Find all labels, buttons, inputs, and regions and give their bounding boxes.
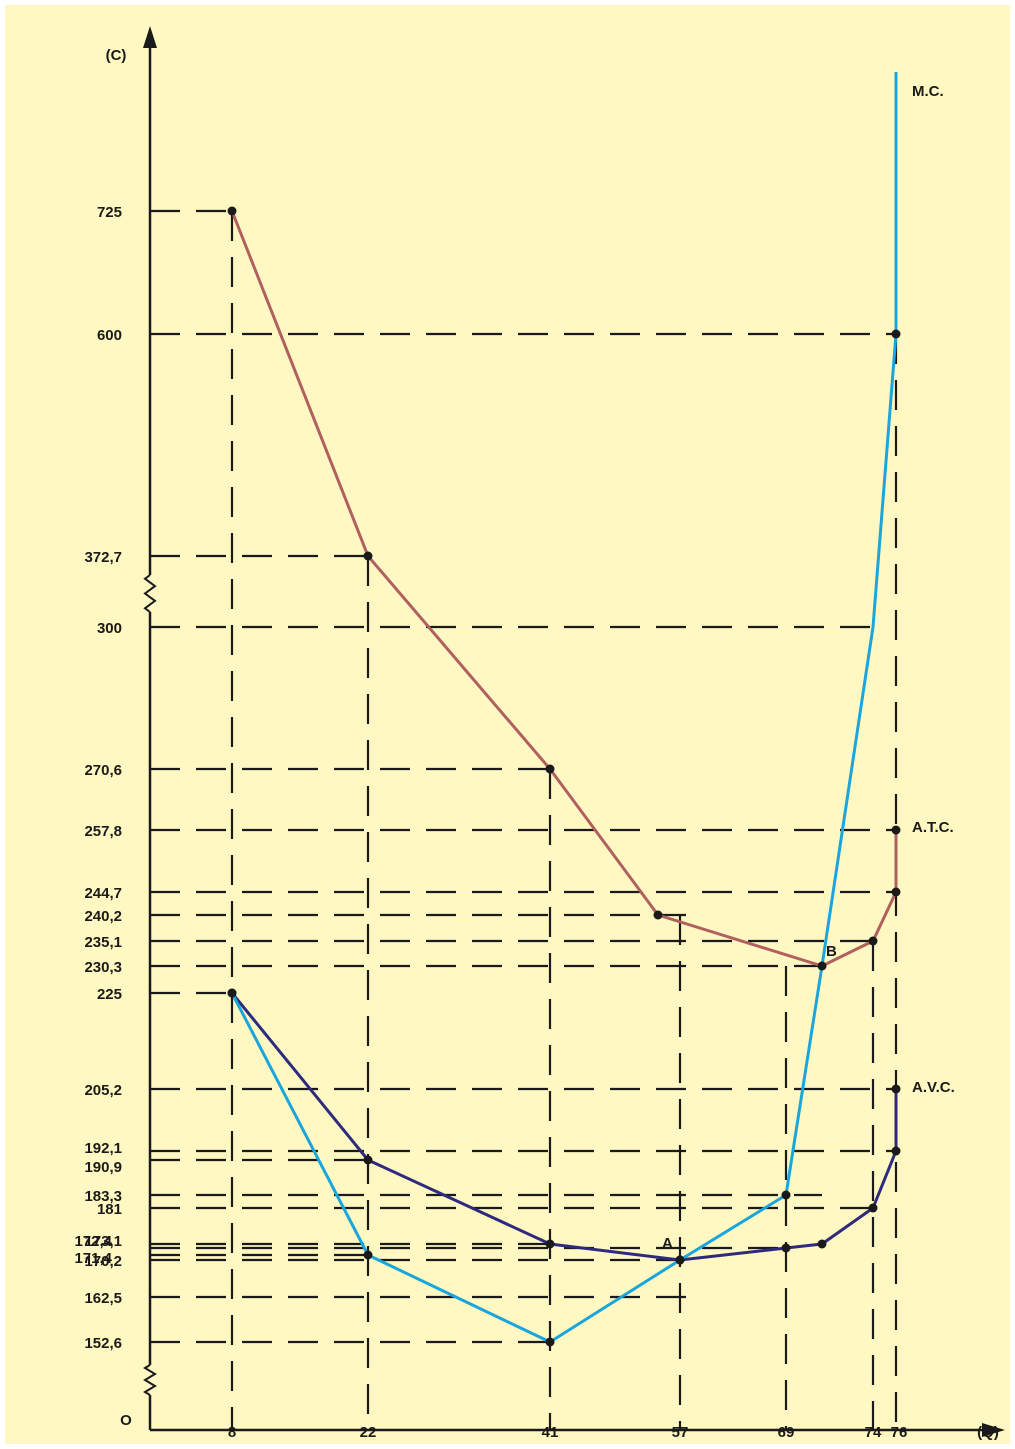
x-tick-label: 69 xyxy=(778,1424,795,1441)
y-tick-label: 225 xyxy=(97,986,122,1003)
data-point xyxy=(227,206,237,216)
y-tick-label: 300 xyxy=(97,620,122,637)
axis-break-mask xyxy=(147,575,153,612)
series-layer xyxy=(227,72,901,1347)
data-point xyxy=(363,551,373,561)
data-point xyxy=(817,1239,827,1249)
y-axis-arrow xyxy=(143,26,157,48)
x-tick-label: 8 xyxy=(228,1424,236,1441)
y-tick-label: 172,4 xyxy=(74,1233,112,1250)
data-point xyxy=(891,329,901,339)
y-tick-label: 205,2 xyxy=(84,1082,122,1099)
axis-break-mask xyxy=(147,1365,153,1395)
y-tick-label: 270,6 xyxy=(84,762,122,779)
data-point xyxy=(891,887,901,897)
data-point xyxy=(781,1243,791,1253)
origin-label: O xyxy=(120,1412,132,1429)
y-tick-label: 183,3 xyxy=(84,1188,122,1205)
x-tick-label: 57 xyxy=(672,1424,689,1441)
axis-break xyxy=(143,1364,157,1396)
series-label: M.C. xyxy=(912,83,944,100)
point-annotation: A xyxy=(662,1235,673,1252)
y-tick-label: 240,2 xyxy=(84,908,122,925)
y-tick-label: 173,1 xyxy=(84,1233,122,1250)
data-point xyxy=(545,1337,555,1347)
y-axis-label: (C) xyxy=(106,47,127,64)
axis-break xyxy=(143,574,157,613)
y-tick-label: 257,8 xyxy=(84,823,122,840)
y-tick-label: 244,7 xyxy=(84,885,122,902)
data-point xyxy=(545,1239,555,1249)
data-point xyxy=(817,961,827,971)
y-tick-label: 600 xyxy=(97,327,122,344)
y-tick-label: 152,6 xyxy=(84,1335,122,1352)
data-point xyxy=(868,936,878,946)
labels-layer: 725 600 372,7 300 270,6 257,8 244,7 240,2 235,1 2… xyxy=(74,47,998,1441)
y-tick-label: 235,1 xyxy=(84,934,122,951)
data-point xyxy=(363,1250,373,1260)
y-tick-label: 181 xyxy=(97,1201,122,1218)
point-annotation: B xyxy=(826,943,837,960)
x-axis-arrow xyxy=(982,1423,1005,1437)
axes xyxy=(143,26,1005,1437)
x-tick-label: 41 xyxy=(542,1424,559,1441)
data-point xyxy=(891,1084,901,1094)
x-axis-label: (Q) xyxy=(977,1424,999,1441)
y-tick-label: 170,2 xyxy=(84,1253,122,1270)
y-tick-label: 725 xyxy=(97,204,122,221)
y-tick-label: 192,1 xyxy=(84,1140,122,1157)
series-label: A.V.C. xyxy=(912,1079,955,1096)
data-point xyxy=(891,825,901,835)
data-point xyxy=(653,910,663,920)
series-label: A.T.C. xyxy=(912,819,954,836)
y-tick-label: 230,3 xyxy=(84,959,122,976)
x-tick-label: 22 xyxy=(360,1424,377,1441)
guide-lines xyxy=(150,209,898,1430)
x-tick-label: 74 xyxy=(865,1424,882,1441)
series-line xyxy=(230,210,898,968)
y-tick-label: 162,5 xyxy=(84,1290,122,1307)
data-point xyxy=(868,1203,878,1213)
y-tick-label: 190,9 xyxy=(84,1159,122,1176)
y-tick-label: 171,4 xyxy=(74,1250,112,1267)
data-point xyxy=(363,1155,373,1165)
data-point xyxy=(891,1146,901,1156)
y-tick-label: 372,7 xyxy=(84,549,122,566)
x-tick-label: 76 xyxy=(891,1424,908,1441)
data-point xyxy=(227,988,237,998)
data-point xyxy=(781,1190,791,1200)
data-point xyxy=(675,1255,685,1265)
chart-background xyxy=(5,5,1010,1444)
data-point xyxy=(545,764,555,774)
